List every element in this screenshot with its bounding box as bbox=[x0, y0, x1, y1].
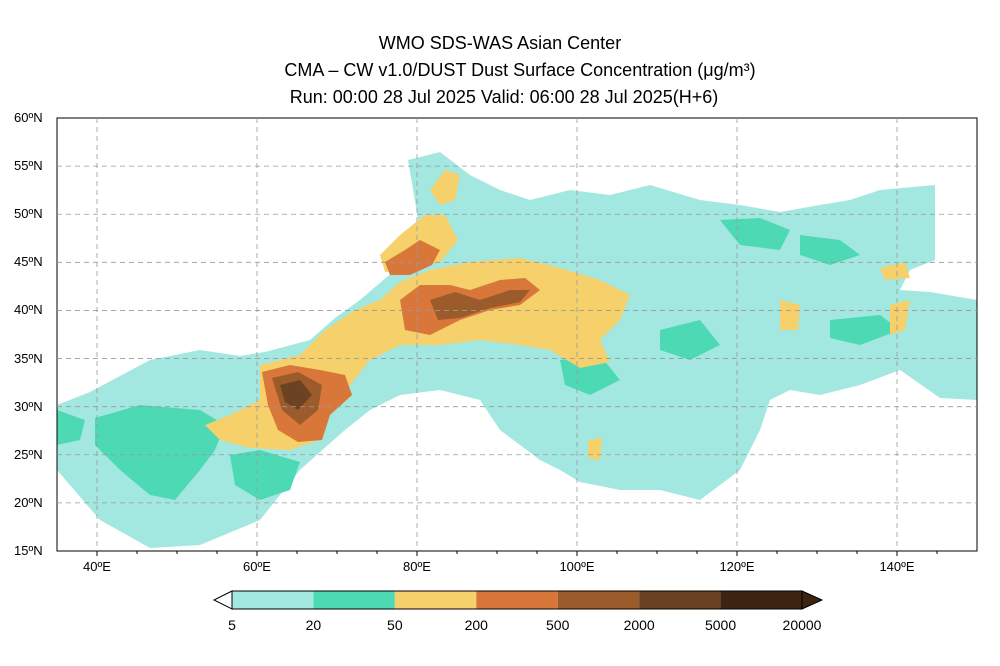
colorbar-label: 20000 bbox=[782, 617, 822, 633]
colorbar-label: 500 bbox=[546, 617, 570, 633]
lon-label: 80ºE bbox=[403, 559, 431, 574]
colorbar-segment bbox=[476, 591, 558, 609]
lat-label: 55ºN bbox=[14, 158, 43, 174]
colorbar-frame bbox=[231, 590, 803, 610]
colorbar-min-arrow bbox=[212, 590, 233, 610]
lat-label: 35ºN bbox=[14, 350, 43, 366]
colorbar-segment bbox=[557, 591, 640, 609]
lon-label: 40ºE bbox=[83, 559, 111, 574]
lat-label: 20ºN bbox=[14, 494, 43, 510]
title-line-3: Run: 00:00 28 Jul 2025 Valid: 06:00 28 J… bbox=[289, 87, 719, 107]
lat-label: 40ºN bbox=[14, 302, 43, 318]
colorbar-max-arrow bbox=[801, 590, 824, 610]
lat-label: 45ºN bbox=[14, 254, 43, 270]
colorbar-segment bbox=[232, 591, 314, 609]
lon-label: 60ºE bbox=[243, 559, 271, 574]
colorbar-label: 50 bbox=[387, 617, 403, 633]
lon-label: 100ºE bbox=[559, 559, 595, 574]
dust-level-2000-5000 bbox=[280, 380, 312, 410]
lon-label: 120ºE bbox=[719, 559, 755, 574]
axis-ticks bbox=[96, 551, 938, 556]
dust-level-20-50 bbox=[57, 218, 900, 500]
colorbar-segment bbox=[639, 591, 721, 609]
colorbar-label: 5000 bbox=[704, 617, 737, 633]
colorbar-segment bbox=[394, 591, 477, 609]
lat-label: 15ºN bbox=[14, 543, 43, 558]
colorbar-label: 2000 bbox=[623, 617, 655, 633]
title-line-2: CMA – CW v1.0/DUST Dust Surface Concentr… bbox=[284, 60, 756, 80]
lat-label: 30ºN bbox=[14, 398, 43, 414]
colorbar-label: 20 bbox=[305, 617, 322, 633]
lon-label: 140ºE bbox=[879, 559, 915, 574]
colorbar-segment bbox=[720, 591, 802, 609]
lat-label: 25ºN bbox=[14, 446, 43, 462]
title-line-1: WMO SDS-WAS Asian Center bbox=[378, 33, 622, 53]
lat-label: 50ºN bbox=[14, 206, 43, 222]
colorbar-segment bbox=[313, 591, 395, 609]
gridlines bbox=[57, 118, 977, 551]
colorbar-label: 5 bbox=[228, 617, 236, 633]
lat-label: 60ºN bbox=[14, 110, 43, 125]
map-frame bbox=[56, 117, 978, 552]
colorbar-label: 200 bbox=[464, 617, 488, 633]
